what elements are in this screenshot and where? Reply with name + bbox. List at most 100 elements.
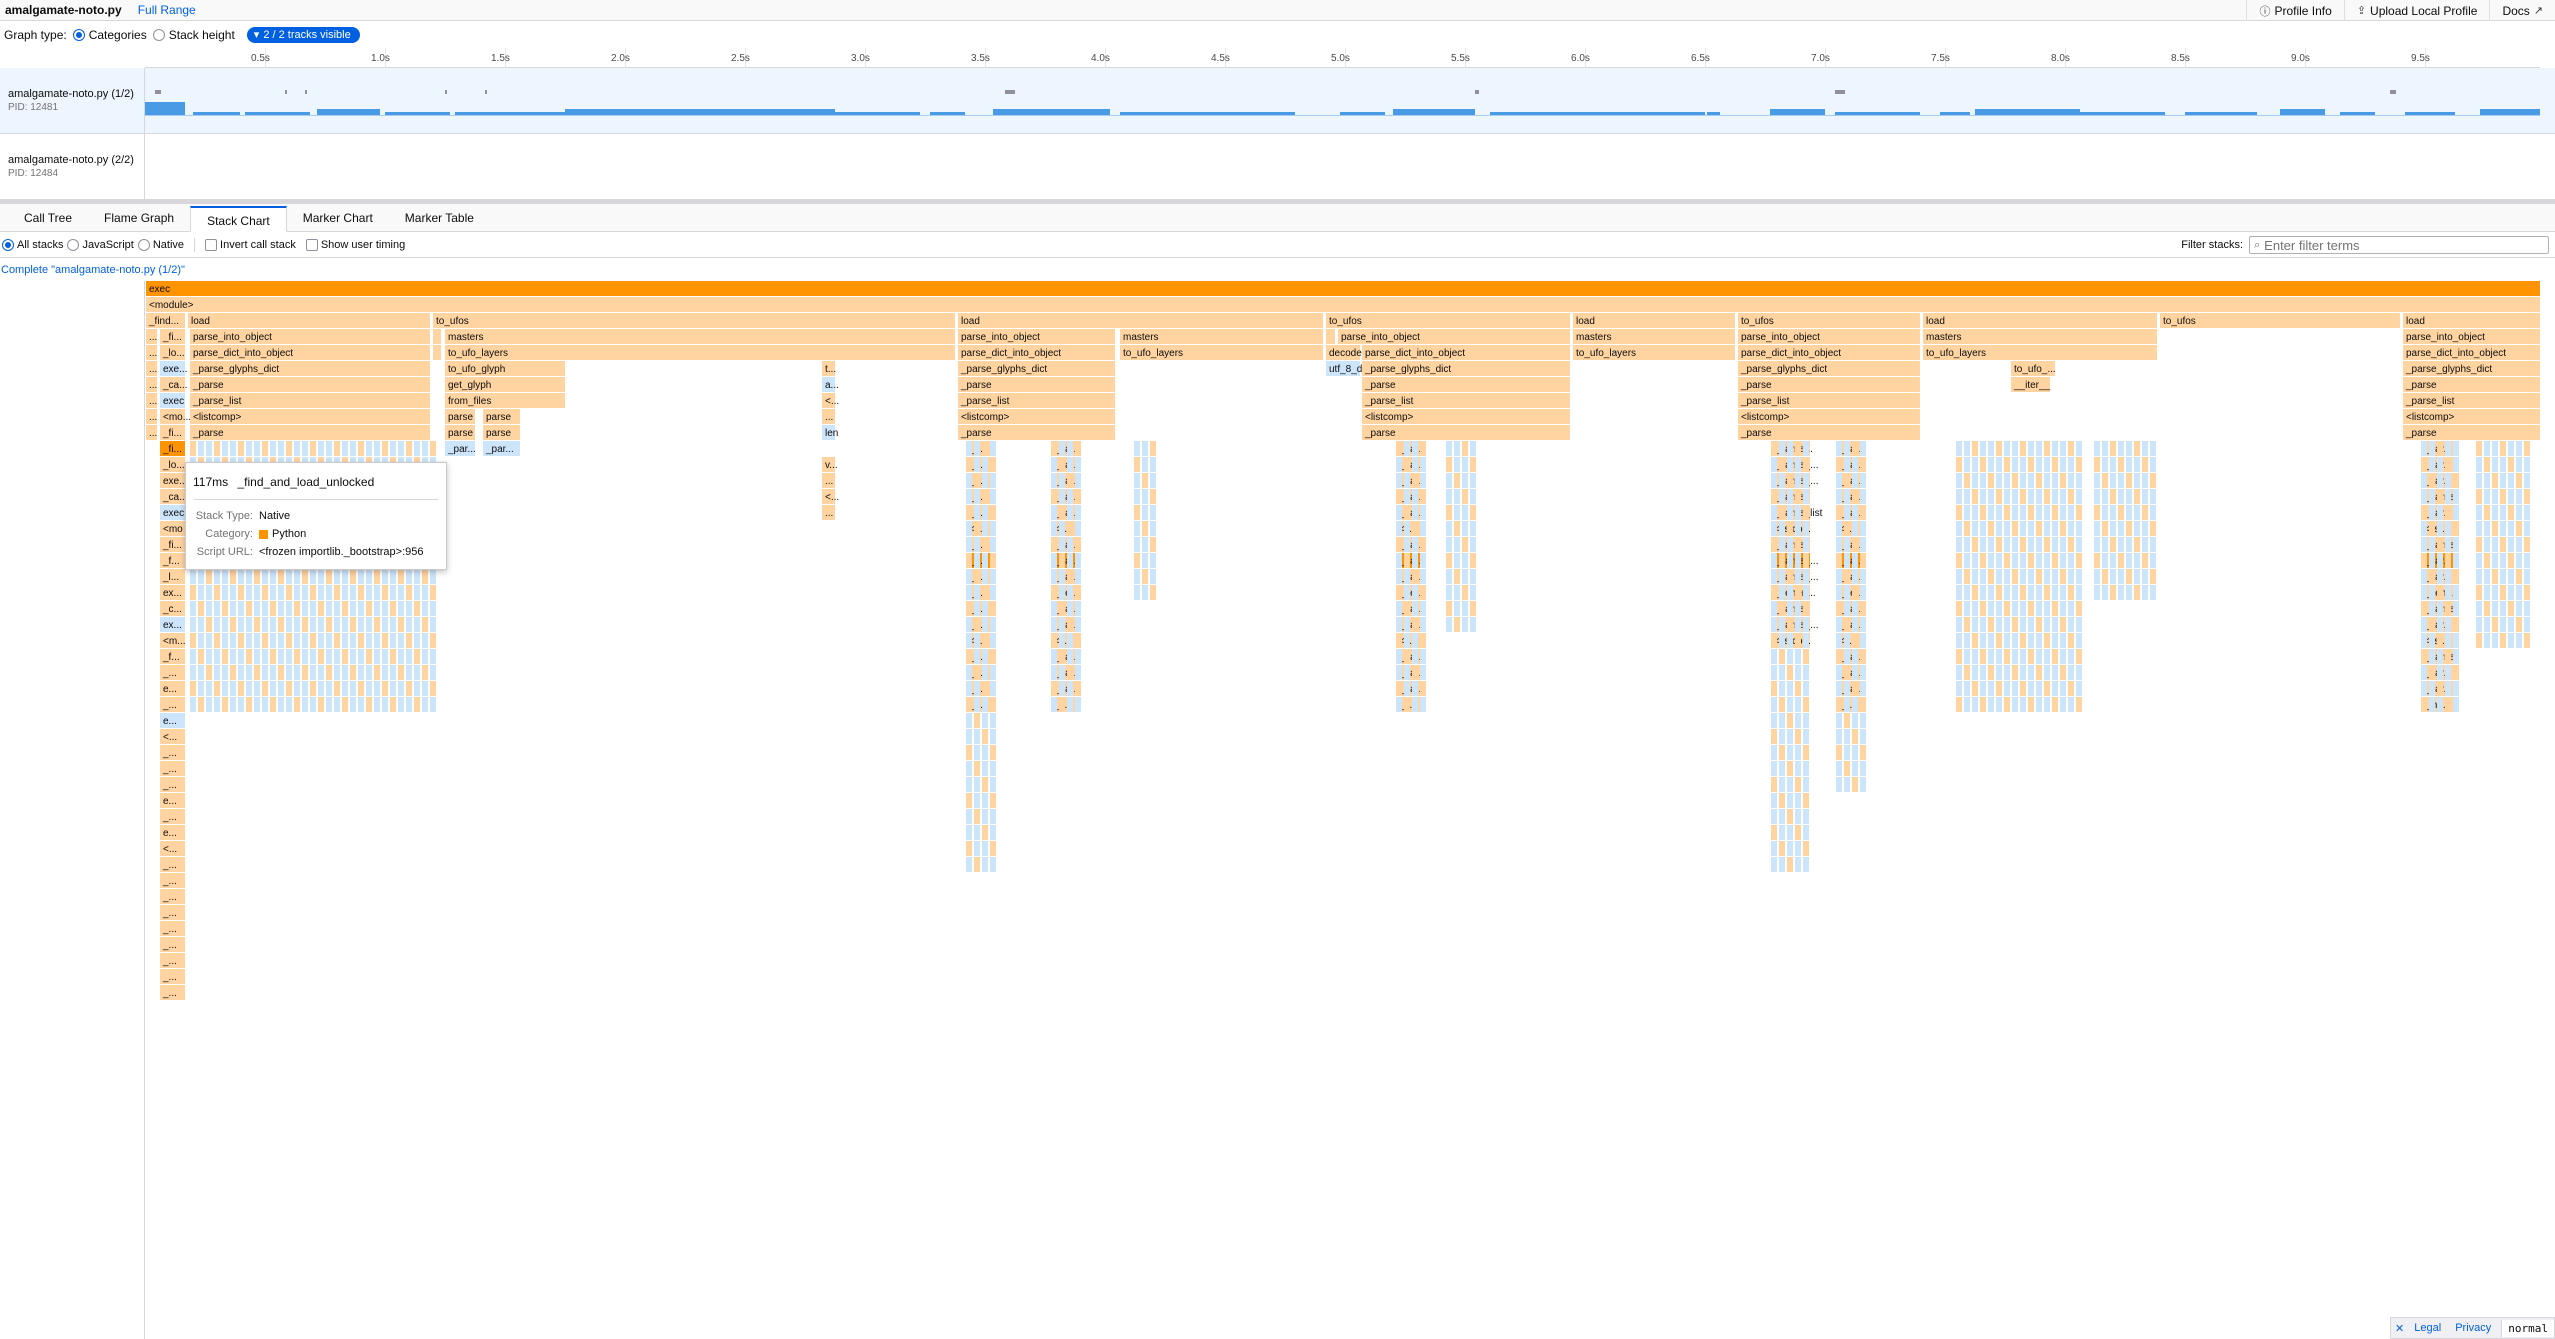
stack-leaf-frame[interactable]: [2142, 585, 2148, 600]
stack-leaf-frame[interactable]: [2118, 537, 2124, 552]
stack-leaf-frame[interactable]: [294, 633, 300, 648]
stack-leaf-frame[interactable]: [1396, 537, 1402, 552]
stack-leaf-frame[interactable]: [1454, 473, 1460, 488]
stack-leaf-frame[interactable]: [334, 569, 340, 584]
stack-leaf-frame[interactable]: [1852, 633, 1858, 648]
stack-leaf-frame[interactable]: [974, 761, 980, 776]
stack-leaf-frame[interactable]: [1803, 713, 1809, 728]
stack-leaf-frame[interactable]: [2429, 505, 2435, 520]
stack-leaf-frame[interactable]: [1412, 665, 1418, 680]
stack-frame[interactable]: _parse_glyphs_dict: [1362, 361, 1570, 376]
invert-call-stack-checkbox[interactable]: [205, 238, 218, 251]
stack-leaf-frame[interactable]: [974, 601, 980, 616]
stack-leaf-frame[interactable]: [2052, 569, 2058, 584]
stack-leaf-frame[interactable]: [2429, 697, 2435, 712]
stack-leaf-frame[interactable]: [2060, 473, 2066, 488]
stack-frame[interactable]: ...: [146, 425, 157, 440]
stack-leaf-frame[interactable]: [342, 585, 348, 600]
stack-leaf-frame[interactable]: [310, 585, 316, 600]
stack-leaf-frame[interactable]: [1150, 441, 1156, 456]
stack-leaf-frame[interactable]: [1454, 553, 1460, 568]
stack-leaf-frame[interactable]: [2445, 601, 2451, 616]
tab-call-tree[interactable]: Call Tree: [24, 211, 73, 225]
stack-leaf-frame[interactable]: [1446, 553, 1452, 568]
stack-leaf-frame[interactable]: [2044, 585, 2050, 600]
stack-leaf-frame[interactable]: [2508, 521, 2514, 536]
stack-leaf-frame[interactable]: [382, 601, 388, 616]
stack-leaf-frame[interactable]: [1396, 441, 1402, 456]
stack-leaf-frame[interactable]: [2492, 473, 2498, 488]
stack-frame[interactable]: _parse: [1738, 425, 1920, 440]
stack-leaf-frame[interactable]: [398, 569, 404, 584]
stack-leaf-frame[interactable]: [1142, 505, 1148, 520]
stack-leaf-frame[interactable]: [206, 617, 212, 632]
stack-leaf-frame[interactable]: [2020, 521, 2026, 536]
stack-leaf-frame[interactable]: [358, 681, 364, 696]
stack-leaf-frame[interactable]: [2044, 537, 2050, 552]
stack-leaf-frame[interactable]: [1412, 473, 1418, 488]
stack-leaf-frame[interactable]: [366, 633, 372, 648]
stack-frame[interactable]: [433, 345, 441, 360]
stack-leaf-frame[interactable]: [190, 665, 196, 680]
stack-leaf-frame[interactable]: [1412, 441, 1418, 456]
stack-leaf-frame[interactable]: [2028, 585, 2034, 600]
stack-frame[interactable]: masters: [1120, 329, 1323, 344]
stack-leaf-frame[interactable]: [1996, 601, 2002, 616]
stack-leaf-frame[interactable]: [1956, 473, 1962, 488]
stack-leaf-frame[interactable]: [2020, 457, 2026, 472]
stack-leaf-frame[interactable]: [1404, 457, 1410, 472]
stack-leaf-frame[interactable]: [1771, 489, 1777, 504]
stack-leaf-frame[interactable]: [206, 441, 212, 456]
stack-leaf-frame[interactable]: [1771, 553, 1777, 568]
stack-leaf-frame[interactable]: [1779, 441, 1785, 456]
stack-leaf-frame[interactable]: [982, 841, 988, 856]
stack-leaf-frame[interactable]: [1771, 809, 1777, 824]
stack-leaf-frame[interactable]: [2060, 553, 2066, 568]
stack-leaf-frame[interactable]: [2020, 585, 2026, 600]
stack-leaf-frame[interactable]: [2126, 537, 2132, 552]
stack-leaf-frame[interactable]: [1404, 489, 1410, 504]
stack-leaf-frame[interactable]: [2484, 537, 2490, 552]
stack-leaf-frame[interactable]: [2044, 697, 2050, 712]
stack-leaf-frame[interactable]: [2052, 585, 2058, 600]
tab-marker-table[interactable]: Marker Table: [404, 211, 474, 225]
stack-leaf-frame[interactable]: [342, 697, 348, 712]
stack-frame[interactable]: to_ufos: [433, 313, 955, 328]
stack-leaf-frame[interactable]: [2102, 441, 2108, 456]
stack-leaf-frame[interactable]: [1462, 601, 1468, 616]
stack-leaf-frame[interactable]: [1836, 521, 1842, 536]
stack-leaf-frame[interactable]: [2429, 489, 2435, 504]
stack-leaf-frame[interactable]: [2110, 569, 2116, 584]
stack-leaf-frame[interactable]: [2076, 441, 2082, 456]
stack-leaf-frame[interactable]: [1852, 617, 1858, 632]
stack-leaf-frame[interactable]: [966, 649, 972, 664]
stack-leaf-frame[interactable]: [390, 569, 396, 584]
stack-leaf-frame[interactable]: [1852, 665, 1858, 680]
stack-frame[interactable]: _lo...: [160, 457, 185, 472]
stack-leaf-frame[interactable]: [2142, 569, 2148, 584]
stack-leaf-frame[interactable]: [2004, 553, 2010, 568]
stack-leaf-frame[interactable]: [2068, 697, 2074, 712]
stack-leaf-frame[interactable]: [2421, 665, 2427, 680]
stack-leaf-frame[interactable]: [2524, 505, 2530, 520]
stack-leaf-frame[interactable]: [1860, 681, 1866, 696]
stack-leaf-frame[interactable]: [1059, 697, 1065, 712]
stack-leaf-frame[interactable]: [2453, 505, 2459, 520]
stack-leaf-frame[interactable]: [1852, 537, 1858, 552]
stack-leaf-frame[interactable]: [990, 457, 996, 472]
stack-leaf-frame[interactable]: [1836, 665, 1842, 680]
stack-leaf-frame[interactable]: [2068, 441, 2074, 456]
stack-leaf-frame[interactable]: [1771, 681, 1777, 696]
stack-leaf-frame[interactable]: [2110, 585, 2116, 600]
stack-frame[interactable]: load: [1923, 313, 2157, 328]
stack-leaf-frame[interactable]: [1852, 761, 1858, 776]
stack-leaf-frame[interactable]: [1836, 505, 1842, 520]
graph-type-stack-height[interactable]: Stack height: [152, 28, 235, 42]
stack-leaf-frame[interactable]: [1779, 697, 1785, 712]
stack-leaf-frame[interactable]: [2076, 633, 2082, 648]
stack-leaf-frame[interactable]: [1860, 633, 1866, 648]
stack-leaf-frame[interactable]: [1779, 841, 1785, 856]
stack-frame[interactable]: _parse_glyphs_dict: [2403, 361, 2540, 376]
stack-leaf-frame[interactable]: [1412, 649, 1418, 664]
stack-leaf-frame[interactable]: [430, 601, 436, 616]
